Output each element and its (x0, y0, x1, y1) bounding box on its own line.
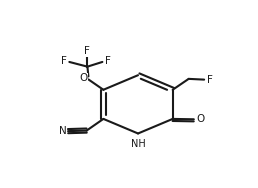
Text: O: O (196, 114, 204, 124)
Text: F: F (61, 56, 67, 66)
Text: N: N (59, 126, 66, 136)
Text: F: F (105, 56, 111, 66)
Text: NH: NH (131, 139, 146, 149)
Text: O: O (80, 73, 88, 83)
Text: F: F (207, 75, 213, 85)
Text: F: F (84, 46, 90, 56)
